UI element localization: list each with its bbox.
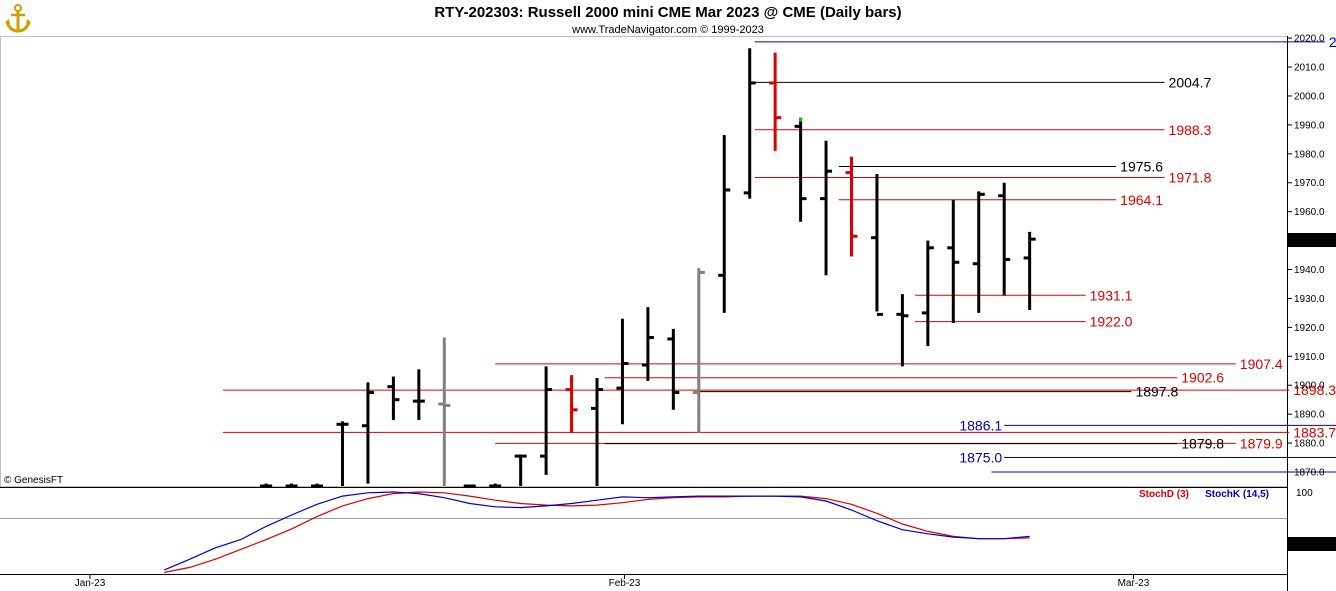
level-label: 1898.3 [1293,382,1336,398]
level-label: 1931.1 [1090,287,1133,303]
genesis-credit: © GenesisFT [4,475,63,486]
price-tick-label: 1910.0 [1294,352,1325,363]
last-price-label: 1950.2 [1290,236,1321,247]
price-tick-label: 1940.0 [1294,265,1325,276]
stochd-legend: StochD (3) [1139,489,1189,500]
bars-layer [260,48,1036,488]
stochastic-panel: StochD (3) StochK (14,5) 100 49.46 [164,488,1336,573]
price-tick-label: 2020.0 [1294,34,1325,45]
level-label: 1964.1 [1120,192,1163,208]
price-tick-label: 1990.0 [1294,120,1325,131]
chart-subtitle: www.TradeNavigator.com © 1999-2023 [571,24,764,36]
level-label: 1886.1 [959,417,1002,433]
level-label: 1971.8 [1169,170,1212,186]
stochd-line [164,491,1030,573]
date-axis: Jan-23 Feb-23 Mar-23 [75,574,1150,589]
levels-layer: 2018.7 2004.7 1988.3 1975.6 1971.8 1964.1 1931… [222,34,1336,473]
level-label: 1975.6 [1120,159,1163,175]
stochk-legend: StochK (14,5) [1205,489,1269,500]
date-tick-label: Feb-23 [609,578,641,589]
price-tick-label: 1870.0 [1294,468,1325,479]
stochk-line [164,491,1030,571]
price-tick-label: 1980.0 [1294,149,1325,160]
level-label: 1988.3 [1169,122,1212,138]
price-tick-label: 1960.0 [1294,207,1325,218]
price-axis: 1870.0 1880.0 1890.0 1900.0 1910.0 1920.0 1930… [1287,34,1336,479]
stoch-last-value-badge [1288,537,1336,551]
level-label: 1879.9 [1240,435,1283,451]
date-tick-label: Mar-23 [1118,578,1150,589]
price-panel-frame [0,36,1288,487]
level-label: 1883.7 [1293,424,1336,440]
price-tick-label: 2010.0 [1294,63,1325,74]
price-tick-label: 1880.0 [1294,439,1325,450]
level-label: 1875.0 [959,450,1002,466]
price-tick-label: 1970.0 [1294,178,1325,189]
anchor-logo-icon [2,2,34,34]
level-label: 1907.4 [1240,356,1283,372]
price-tick-label: 2000.0 [1294,91,1325,102]
stoch-tick-100: 100 [1296,488,1313,499]
level-label: 1902.6 [1181,370,1224,386]
level-label: 1879.8 [1181,436,1224,452]
last-price-badge [1288,233,1336,248]
stoch-last-value: 49.46 [1290,540,1315,551]
level-label: 1922.0 [1090,314,1133,330]
level-label: 1897.8 [1135,384,1178,400]
date-tick-label: Jan-23 [75,578,106,589]
price-tick-label: 1900.0 [1294,381,1325,392]
level-label: 2018.7 [1329,34,1336,50]
level-label: 2004.7 [1169,74,1212,90]
price-tick-label: 1930.0 [1294,294,1325,305]
price-tick-label: 1890.0 [1294,410,1325,421]
price-tick-label: 1920.0 [1294,323,1325,334]
chart-title: RTY-202303: Russell 2000 mini CME Mar 20… [434,4,901,21]
